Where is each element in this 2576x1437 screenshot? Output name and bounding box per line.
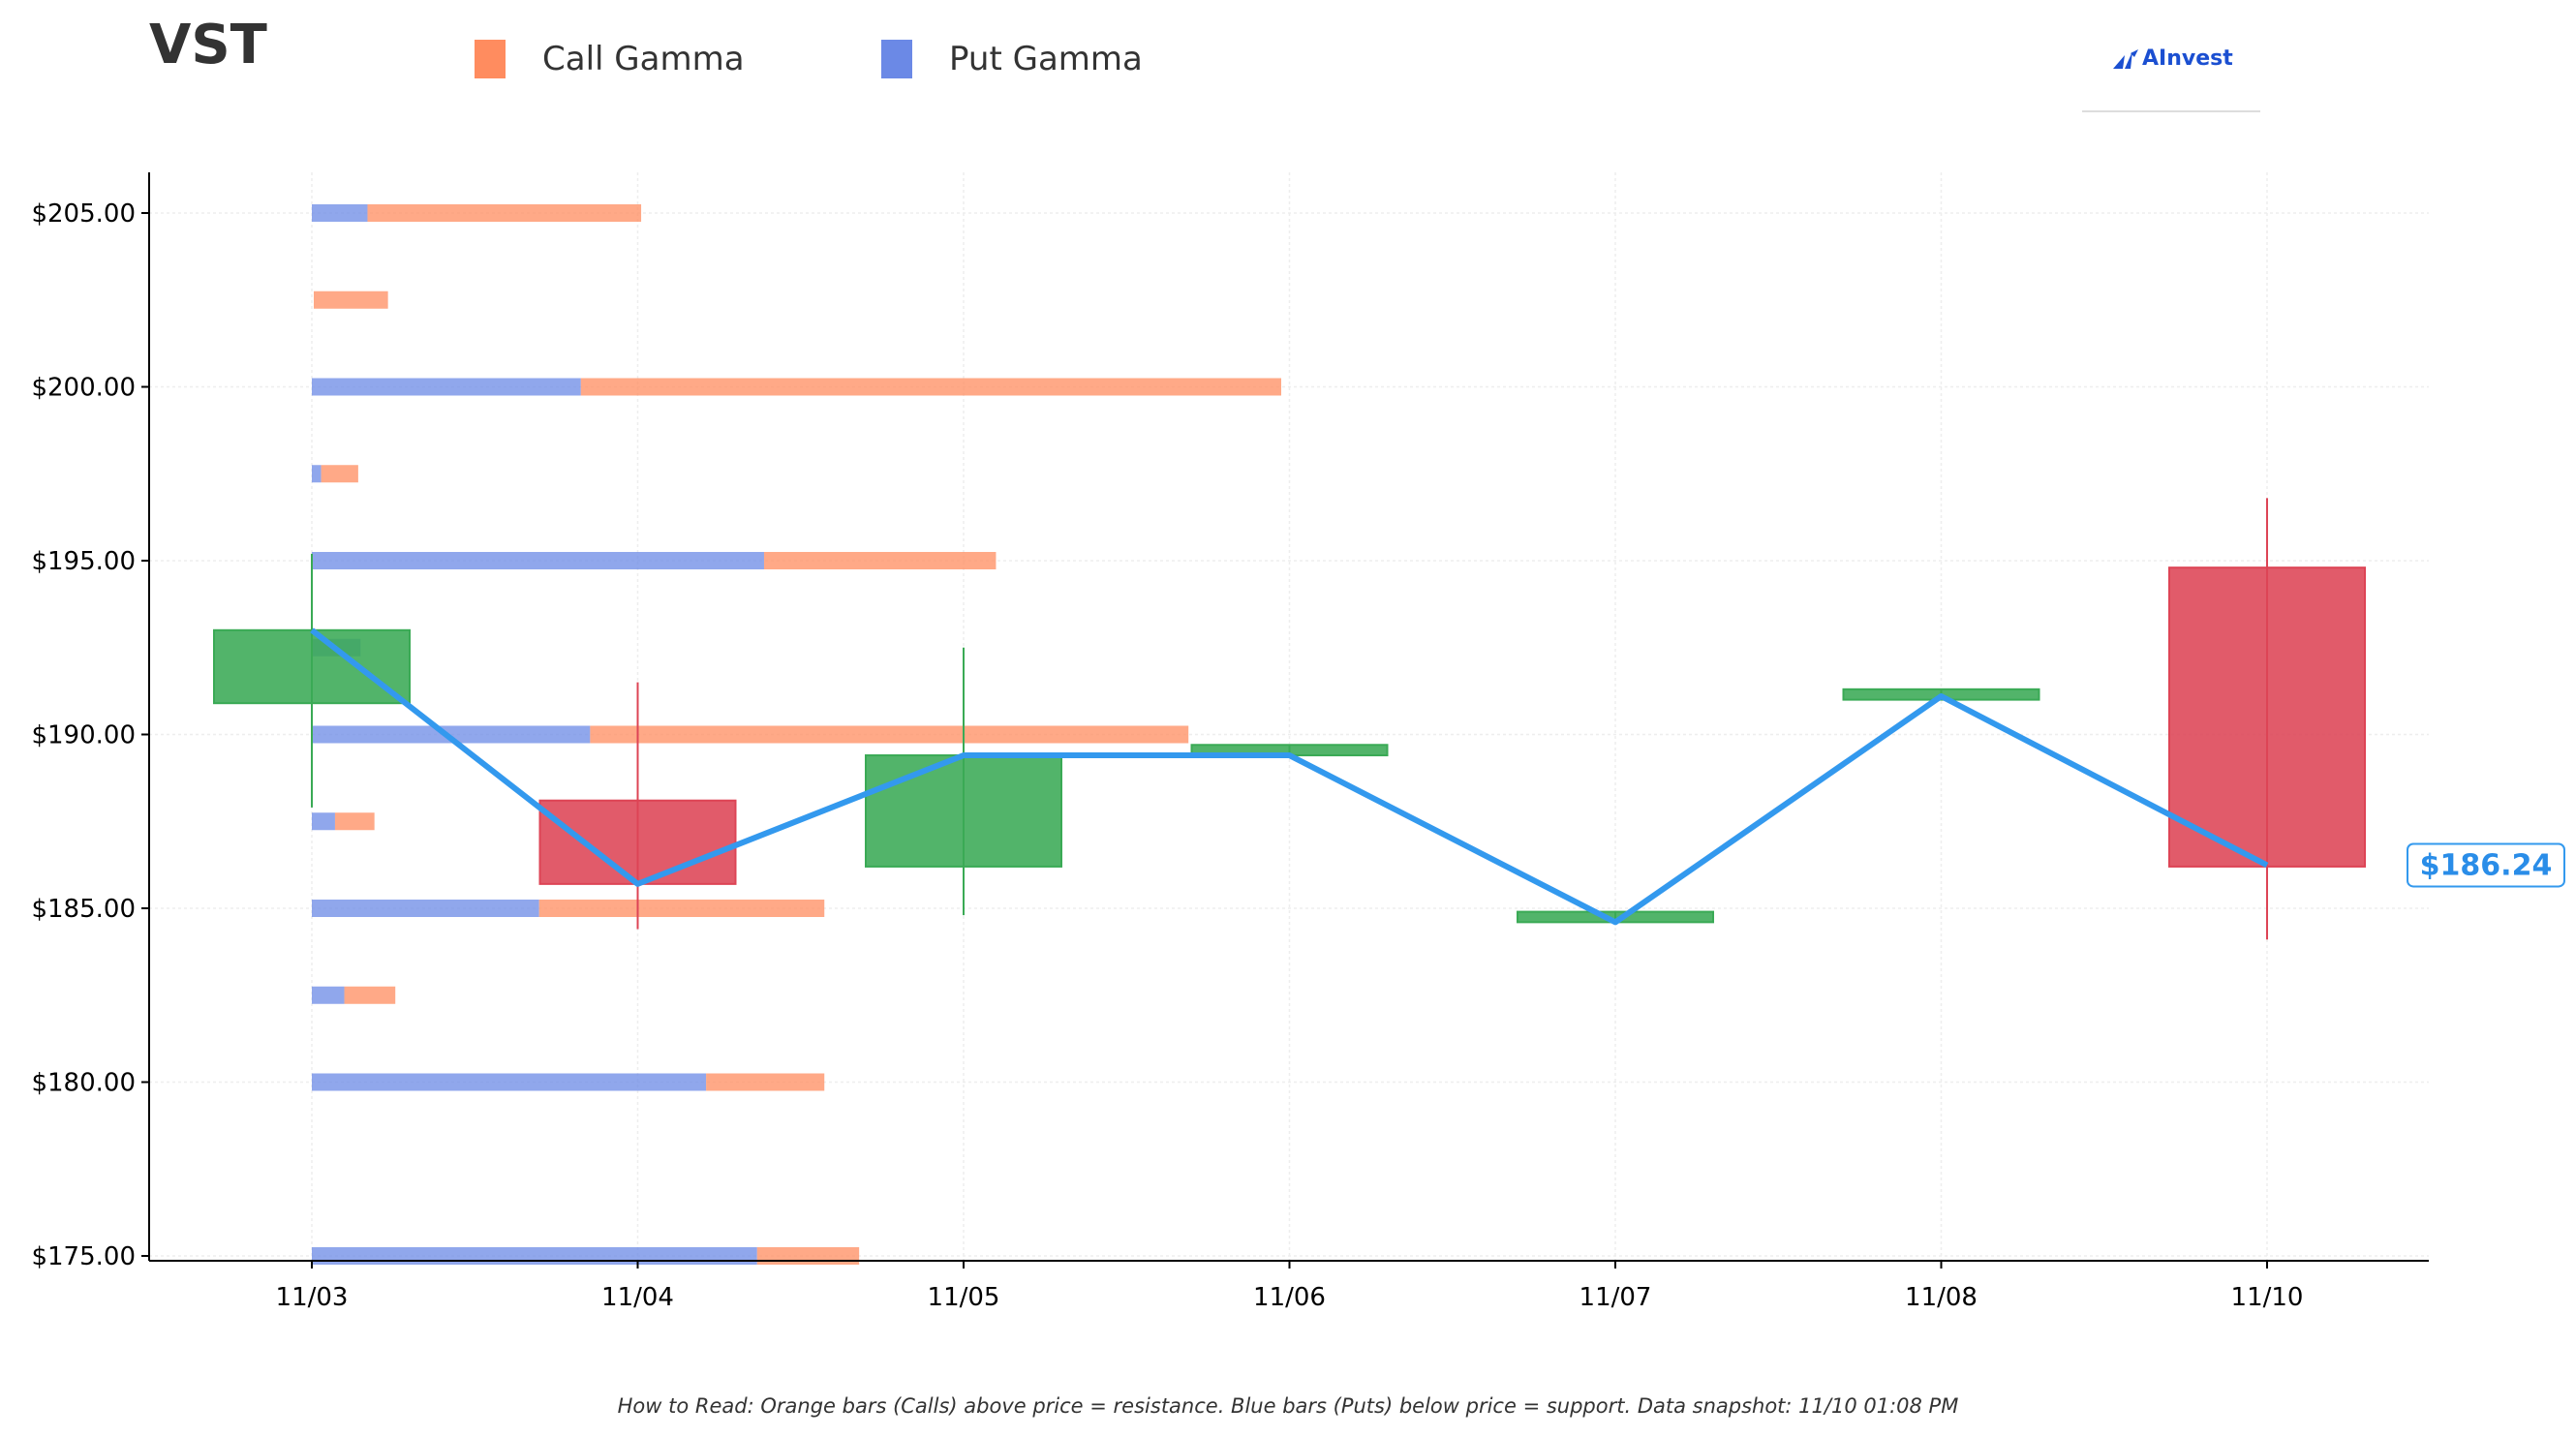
call-gamma-bar: [314, 290, 388, 309]
put-gamma-label: Put Gamma: [949, 40, 1143, 78]
current-price-label: $186.24: [2420, 848, 2553, 882]
call-gamma-bar: [706, 1073, 825, 1091]
x-tick-label: 11/07: [1579, 1283, 1652, 1312]
call-gamma-bar: [756, 1247, 860, 1265]
candle-body: [538, 799, 737, 885]
brand-mark-icon: [2113, 48, 2138, 69]
x-tick-label: 11/03: [276, 1283, 349, 1312]
close-price-line: [310, 627, 2269, 926]
call-gamma-bar: [344, 986, 396, 1004]
put-gamma-bar: [312, 725, 591, 744]
y-tick-label: $175.00: [31, 1242, 136, 1271]
y-tick-label: $195.00: [31, 547, 136, 576]
put-gamma-bar: [312, 378, 581, 396]
legend-call-gamma: Call Gamma: [475, 35, 745, 83]
x-tick-label: 11/10: [2231, 1283, 2304, 1312]
y-tick-label: $185.00: [31, 895, 136, 924]
brand-name: AInvest: [2142, 46, 2233, 71]
put-gamma-swatch: [881, 40, 912, 78]
put-gamma-bar: [312, 812, 335, 831]
put-gamma-bar: [312, 986, 345, 1004]
y-tick-label: $205.00: [31, 199, 136, 229]
put-gamma-bar: [312, 204, 368, 222]
y-tick-label: $180.00: [31, 1069, 136, 1098]
x-tick-label: 11/04: [601, 1283, 674, 1312]
put-gamma-bar: [312, 552, 764, 569]
put-gamma-bar: [312, 465, 322, 483]
call-gamma-bar: [367, 204, 642, 222]
put-gamma-bar: [312, 1073, 707, 1091]
call-gamma-bar: [763, 552, 997, 569]
call-gamma-bar: [321, 465, 358, 483]
call-gamma-bar: [580, 378, 1281, 396]
ticker-title: VST: [149, 14, 267, 76]
put-gamma-bar: [312, 900, 539, 917]
brand-logo: AInvest: [2082, 45, 2260, 112]
legend-put-gamma: Put Gamma: [881, 35, 1143, 83]
y-tick-label: $190.00: [31, 721, 136, 750]
call-gamma-bar: [538, 900, 825, 917]
y-tick-label: $200.00: [31, 374, 136, 403]
current-price-badge: [2407, 842, 2565, 888]
call-gamma-swatch: [475, 40, 506, 78]
footer-note: How to Read: Orange bars (Calls) above p…: [617, 1394, 1959, 1418]
call-gamma-bar: [334, 812, 375, 831]
call-gamma-bar: [590, 725, 1189, 744]
x-tick-label: 11/05: [928, 1283, 1000, 1312]
candle-body: [2168, 566, 2366, 868]
x-tick-label: 11/08: [1905, 1283, 1978, 1312]
candle-body: [865, 754, 1062, 868]
candle-body: [213, 628, 411, 705]
put-gamma-bar: [312, 1247, 757, 1265]
x-tick-label: 11/06: [1253, 1283, 1326, 1312]
brand-underline: [2082, 110, 2260, 112]
call-gamma-label: Call Gamma: [542, 40, 745, 78]
